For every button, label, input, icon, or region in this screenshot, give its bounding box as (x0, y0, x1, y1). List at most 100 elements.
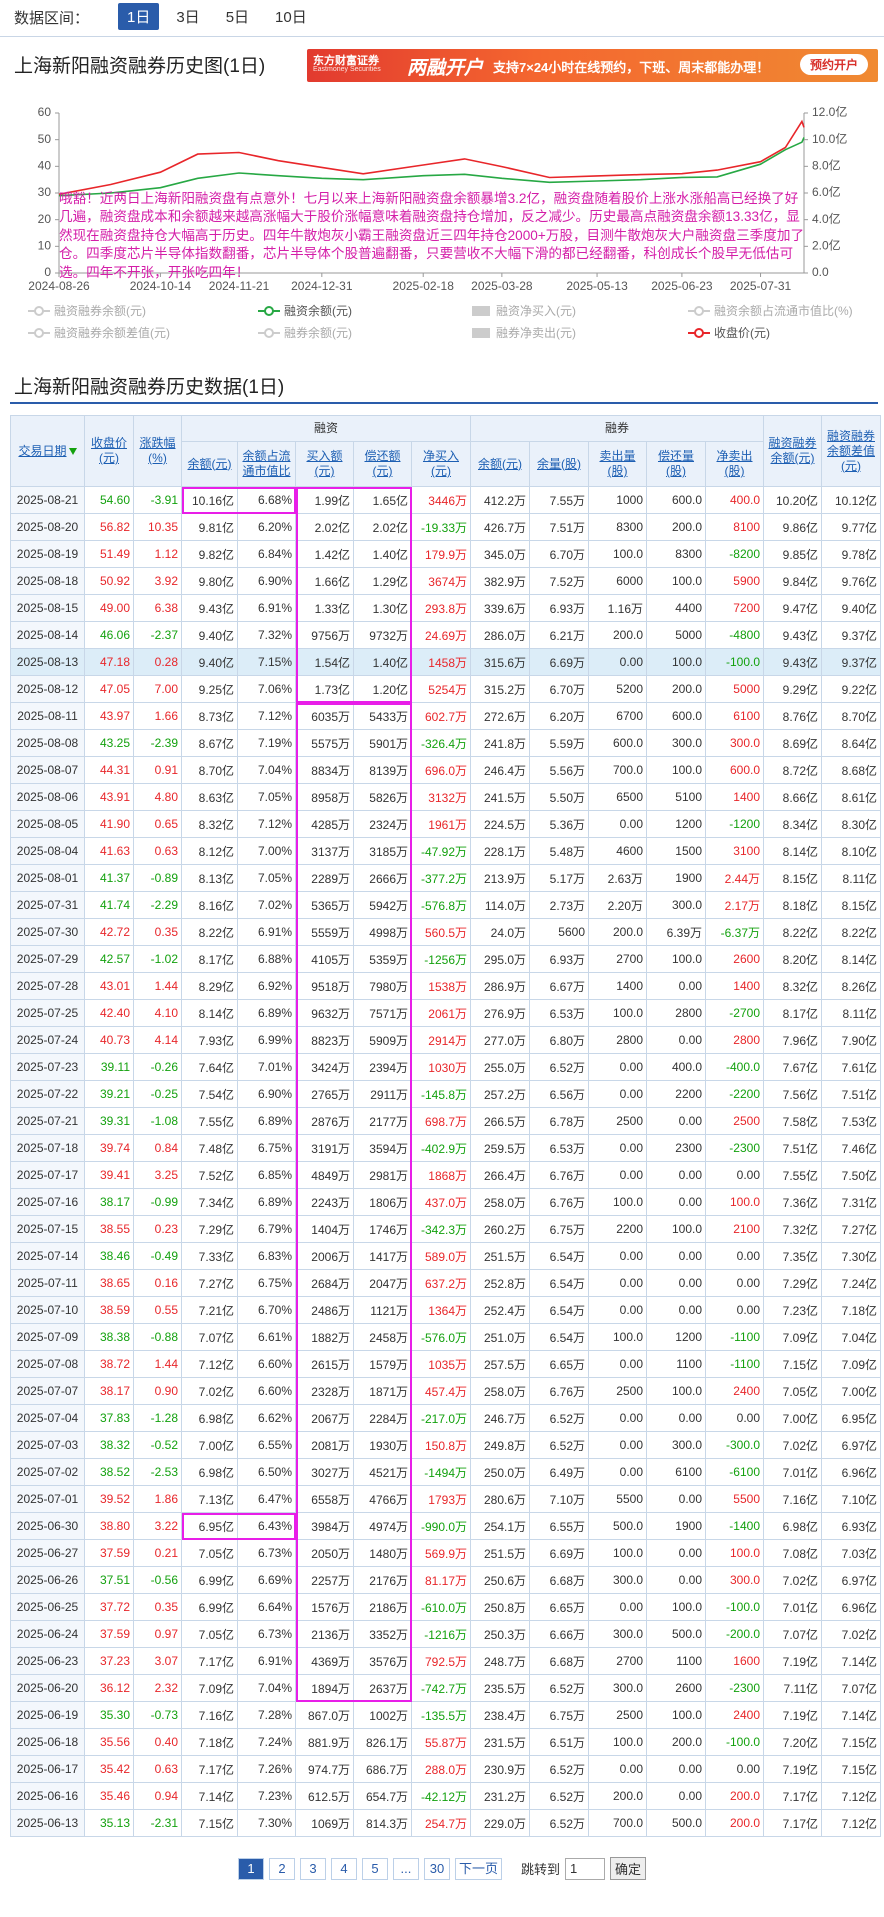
table-row[interactable]: 2025-06-18 35.56 0.40 7.18亿 7.24% 881.9万 826.1… (10, 1728, 881, 1756)
table-row[interactable]: 2025-08-19 51.49 1.12 9.82亿 6.84% 1.42亿 1.40亿 1… (10, 540, 881, 568)
table-row[interactable]: 2025-07-08 38.72 1.44 7.12亿 6.60% 2615万 1579万 1… (10, 1350, 881, 1378)
table-cell: 0.00 (646, 1404, 706, 1432)
table-row[interactable]: 2025-08-01 41.37 -0.89 8.13亿 7.05% 2289万 2666万… (10, 864, 881, 892)
column-header[interactable]: 偿还量(股) (646, 441, 706, 487)
legend-item[interactable]: 融券余额(元) (258, 324, 352, 341)
table-row[interactable]: 2025-08-04 41.63 0.63 8.12亿 7.00% 3137万 3185万 -… (10, 837, 881, 865)
table-row[interactable]: 2025-07-15 38.55 0.23 7.29亿 6.79% 1404万 1746万 -… (10, 1215, 881, 1243)
page-button[interactable]: ... (392, 1857, 419, 1880)
range-button[interactable]: 5日 (225, 9, 250, 26)
table-row[interactable]: 2025-07-23 39.11 -0.26 7.64亿 7.01% 3424万 2394万… (10, 1053, 881, 1081)
legend-item[interactable]: 融资融券余额(元) (28, 302, 146, 319)
range-button[interactable]: 10日 (275, 9, 307, 26)
page-button[interactable]: 1 (237, 1857, 264, 1880)
table-row[interactable]: 2025-06-23 37.23 3.07 7.17亿 6.91% 4369万 3576万 7… (10, 1647, 881, 1675)
table-row[interactable]: 2025-07-14 38.46 -0.49 7.33亿 6.83% 2006万 1417万… (10, 1242, 881, 1270)
legend-item[interactable]: 收盘价(元) (688, 324, 770, 341)
table-row[interactable]: 2025-08-05 41.90 0.65 8.32亿 7.12% 4285万 2324万 1… (10, 810, 881, 838)
column-header[interactable]: 余额(元) (181, 441, 238, 487)
table-row[interactable]: 2025-08-14 46.06 -2.37 9.40亿 7.32% 9756万 9732万… (10, 621, 881, 649)
table-row[interactable]: 2025-07-28 43.01 1.44 8.29亿 6.92% 9518万 7980万 1… (10, 972, 881, 1000)
table-row[interactable]: 2025-07-01 39.52 1.86 7.13亿 6.47% 6558万 4766万 1… (10, 1485, 881, 1513)
table-row[interactable]: 2025-06-25 37.72 0.35 6.99亿 6.64% 1576万 2186万 -… (10, 1593, 881, 1621)
table-row[interactable]: 2025-06-26 37.51 -0.56 6.99亿 6.69% 2257万 2176万… (10, 1566, 881, 1594)
column-header[interactable]: 交易日期 (10, 415, 85, 487)
table-row[interactable]: 2025-06-20 36.12 2.32 7.09亿 7.04% 1894万 2637万 -… (10, 1674, 881, 1702)
table-row[interactable]: 2025-07-18 39.74 0.84 7.48亿 6.75% 3191万 3594万 -… (10, 1134, 881, 1162)
jump-input[interactable]: 1 (565, 1857, 605, 1880)
page-button[interactable]: 4 (330, 1857, 357, 1880)
column-header[interactable]: 余额(元) (470, 441, 530, 487)
table-cell: 7.07亿 (821, 1674, 881, 1702)
column-header[interactable]: 偿还额(元) (353, 441, 412, 487)
table-row[interactable]: 2025-06-13 35.13 -2.31 7.15亿 7.30% 1069万 814.3… (10, 1809, 881, 1837)
column-header[interactable]: 余额占流通市值比 (237, 441, 296, 487)
table-row[interactable]: 2025-07-09 38.38 -0.88 7.07亿 6.61% 1882万 2458万… (10, 1323, 881, 1351)
column-header[interactable]: 净买入(元) (411, 441, 471, 487)
table-cell: 100.0 (646, 1593, 706, 1621)
table-row[interactable]: 2025-07-10 38.59 0.55 7.21亿 6.70% 2486万 1121万 1… (10, 1296, 881, 1324)
column-header[interactable]: 收盘价(元) (84, 415, 134, 487)
table-row[interactable]: 2025-08-21 54.60 -3.91 10.16亿 6.68% 1.99亿 1.65… (10, 486, 881, 514)
table-row[interactable]: 2025-08-07 44.31 0.91 8.70亿 7.04% 8834万 8139万 6… (10, 756, 881, 784)
column-header[interactable]: 净卖出(股) (705, 441, 764, 487)
legend-item[interactable]: 融资余额占流通市值比(%) (688, 302, 853, 319)
table-row[interactable]: 2025-07-25 42.40 4.10 8.14亿 6.89% 9632万 7571万 2… (10, 999, 881, 1027)
table-row[interactable]: 2025-07-29 42.57 -1.02 8.17亿 6.88% 4105万 5359万… (10, 945, 881, 973)
table-cell: 9.37亿 (821, 621, 881, 649)
column-header[interactable]: 买入额(元) (295, 441, 354, 487)
table-row[interactable]: 2025-06-24 37.59 0.97 7.05亿 6.73% 2136万 3352万 -… (10, 1620, 881, 1648)
table-row[interactable]: 2025-06-19 35.30 -0.73 7.16亿 7.28% 867.0万 1002… (10, 1701, 881, 1729)
table-row[interactable]: 2025-08-06 43.91 4.80 8.63亿 7.05% 8958万 5826万 3… (10, 783, 881, 811)
table-row[interactable]: 2025-07-03 38.32 -0.52 7.00亿 6.55% 2081万 1930万… (10, 1431, 881, 1459)
table-row[interactable]: 2025-07-31 41.74 -2.29 8.16亿 7.02% 5365万 5942万… (10, 891, 881, 919)
page-button[interactable]: 3 (299, 1857, 326, 1880)
table-row[interactable]: 2025-08-08 43.25 -2.39 8.67亿 7.19% 5575万 5901万… (10, 729, 881, 757)
column-header[interactable]: 融资融券余额(元) (763, 415, 822, 487)
page-button[interactable]: 30 (423, 1857, 450, 1880)
table-cell: 2328万 (295, 1377, 354, 1405)
table-row[interactable]: 2025-07-24 40.73 4.14 7.93亿 6.99% 8823万 5909万 2… (10, 1026, 881, 1054)
legend-item[interactable]: 融资余额(元) (258, 302, 352, 319)
column-header[interactable]: 余量(股) (529, 441, 589, 487)
table-row[interactable]: 2025-08-15 49.00 6.38 9.43亿 6.91% 1.33亿 1.30亿 2… (10, 594, 881, 622)
legend-item[interactable]: 融资净买入(元) (470, 302, 576, 319)
banner-button[interactable]: 预约开户 (799, 54, 868, 75)
table-row[interactable]: 2025-07-07 38.17 0.90 7.02亿 6.60% 2328万 1871万 4… (10, 1377, 881, 1405)
table-row[interactable]: 2025-07-22 39.21 -0.25 7.54亿 6.90% 2765万 2911万… (10, 1080, 881, 1108)
range-button[interactable]: 1日 (118, 3, 160, 30)
table-row[interactable]: 2025-08-13 47.18 0.28 9.40亿 7.15% 1.54亿 1.40亿 1… (10, 648, 881, 676)
table-row[interactable]: 2025-07-04 37.83 -1.28 6.98亿 6.62% 2067万 2284万… (10, 1404, 881, 1432)
table-row[interactable]: 2025-07-17 39.41 3.25 7.52亿 6.85% 4849万 2981万 1… (10, 1161, 881, 1189)
table-row[interactable]: 2025-08-18 50.92 3.92 9.80亿 6.90% 1.66亿 1.29亿 3… (10, 567, 881, 595)
table-row[interactable]: 2025-08-20 56.82 10.35 9.81亿 6.20% 2.02亿 2.02亿… (10, 513, 881, 541)
table-row[interactable]: 2025-06-27 37.59 0.21 7.05亿 6.73% 2050万 1480万 5… (10, 1539, 881, 1567)
legend-item[interactable]: 融券净卖出(元) (470, 324, 576, 341)
table-row[interactable]: 2025-06-16 35.46 0.94 7.14亿 7.23% 612.5万 654.7… (10, 1782, 881, 1810)
table-cell: 3.92 (133, 567, 182, 595)
column-header[interactable]: 涨跌幅(%) (133, 415, 182, 487)
page-button[interactable]: 2 (268, 1857, 295, 1880)
table-row[interactable]: 2025-07-11 38.65 0.16 7.27亿 6.75% 2684万 2047万 6… (10, 1269, 881, 1297)
table-row[interactable]: 2025-07-30 42.72 0.35 8.22亿 6.91% 5559万 4998万 5… (10, 918, 881, 946)
ad-banner[interactable]: 东方财富证券 Eastmoney Securities 两融开户 支持7×24小… (307, 49, 878, 82)
table-row[interactable]: 2025-07-21 39.31 -1.08 7.55亿 6.89% 2876万 2177万… (10, 1107, 881, 1135)
table-row[interactable]: 2025-08-11 43.97 1.66 8.73亿 7.12% 6035万 5433万 6… (10, 702, 881, 730)
legend-item[interactable]: 融资融券余额差值(元) (28, 324, 170, 341)
range-button[interactable]: 3日 (176, 9, 200, 26)
table-row[interactable]: 2025-07-16 38.17 -0.99 7.34亿 6.89% 2243万 1806万… (10, 1188, 881, 1216)
column-header[interactable]: 卖出量(股) (588, 441, 647, 487)
next-page[interactable]: 下一页 (454, 1857, 502, 1880)
page-button[interactable]: 5 (361, 1857, 388, 1880)
table-cell: 200.0 (588, 918, 647, 946)
table-row[interactable]: 2025-07-02 38.52 -2.53 6.98亿 6.50% 3027万 4521万… (10, 1458, 881, 1486)
column-header[interactable]: 融资融券余额差值(元) (821, 415, 881, 487)
chart-title: 上海新阳融资融券历史图(1日) (14, 56, 266, 77)
table-row[interactable]: 2025-08-12 47.05 7.00 9.25亿 7.06% 1.73亿 1.20亿 5… (10, 675, 881, 703)
table-cell: 300.0 (705, 1566, 764, 1594)
legend-symbol (28, 327, 50, 339)
table-cell: 1.54亿 (295, 648, 354, 676)
jump-confirm[interactable]: 确定 (610, 1857, 647, 1880)
table-row[interactable]: 2025-06-17 35.42 0.63 7.17亿 7.26% 974.7万 686.7… (10, 1755, 881, 1783)
table-row[interactable]: 2025-06-30 38.80 3.22 6.95亿 6.43% 3984万 4974万 -… (10, 1512, 881, 1540)
